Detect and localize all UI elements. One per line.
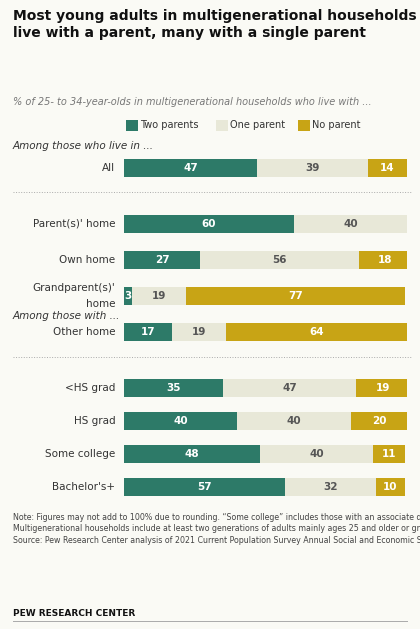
- Text: 57: 57: [197, 482, 212, 492]
- Text: 11: 11: [382, 448, 396, 459]
- Text: Grandparent(s)': Grandparent(s)': [33, 284, 116, 294]
- Bar: [226, 323, 407, 341]
- Text: Note: Figures may not add to 100% due to rounding. “Some college” includes those: Note: Figures may not add to 100% due to…: [13, 513, 420, 545]
- Bar: [124, 445, 260, 463]
- Bar: [351, 412, 407, 430]
- Text: 40: 40: [287, 416, 301, 426]
- Text: 64: 64: [310, 327, 324, 337]
- Text: No parent: No parent: [312, 120, 360, 130]
- Text: Among those with ...: Among those with ...: [13, 311, 120, 321]
- Text: 47: 47: [282, 383, 297, 393]
- Bar: [124, 214, 294, 233]
- Bar: [376, 477, 404, 496]
- Text: 40: 40: [344, 219, 358, 229]
- Text: <HS grad: <HS grad: [65, 383, 116, 393]
- Text: Own home: Own home: [59, 255, 116, 265]
- Text: 14: 14: [380, 163, 395, 173]
- Text: Two parents: Two parents: [140, 120, 198, 130]
- Bar: [223, 379, 356, 397]
- Text: PEW RESEARCH CENTER: PEW RESEARCH CENTER: [13, 609, 135, 618]
- Text: 39: 39: [305, 163, 320, 173]
- Text: 3: 3: [124, 291, 132, 301]
- Text: 17: 17: [141, 327, 155, 337]
- Bar: [172, 323, 226, 341]
- Bar: [124, 323, 172, 341]
- Bar: [124, 251, 200, 269]
- Bar: [373, 445, 404, 463]
- Text: 56: 56: [273, 255, 287, 265]
- Bar: [132, 287, 186, 305]
- Bar: [124, 477, 286, 496]
- Bar: [124, 287, 132, 305]
- Bar: [237, 412, 351, 430]
- Bar: [186, 287, 404, 305]
- Bar: [260, 445, 373, 463]
- Text: 47: 47: [183, 163, 198, 173]
- Text: 40: 40: [310, 448, 324, 459]
- Text: 19: 19: [152, 291, 166, 301]
- Bar: [356, 379, 410, 397]
- Text: 19: 19: [192, 327, 206, 337]
- Text: 35: 35: [166, 383, 181, 393]
- Text: home: home: [86, 299, 116, 309]
- Text: 27: 27: [155, 255, 170, 265]
- Text: Most young adults in multigenerational households
live with a parent, many with : Most young adults in multigenerational h…: [13, 9, 416, 40]
- Bar: [124, 412, 237, 430]
- Text: One parent: One parent: [230, 120, 285, 130]
- Text: Among those who live in ...: Among those who live in ...: [13, 142, 154, 152]
- Bar: [200, 251, 359, 269]
- Text: % of 25- to 34-year-olds in multigenerational households who live with ...: % of 25- to 34-year-olds in multigenerat…: [13, 97, 371, 108]
- Bar: [124, 159, 257, 177]
- Bar: [286, 477, 376, 496]
- Text: 48: 48: [185, 448, 199, 459]
- Text: Other home: Other home: [53, 327, 116, 337]
- Text: 18: 18: [378, 255, 392, 265]
- Bar: [359, 251, 410, 269]
- Text: 60: 60: [202, 219, 216, 229]
- Text: 77: 77: [288, 291, 303, 301]
- Text: 10: 10: [383, 482, 398, 492]
- Text: HS grad: HS grad: [74, 416, 116, 426]
- Text: Parent(s)' home: Parent(s)' home: [33, 219, 116, 229]
- Bar: [294, 214, 407, 233]
- Text: 20: 20: [372, 416, 386, 426]
- Text: Bachelor's+: Bachelor's+: [52, 482, 116, 492]
- Text: 19: 19: [376, 383, 391, 393]
- Text: All: All: [102, 163, 116, 173]
- Bar: [368, 159, 407, 177]
- Text: 40: 40: [173, 416, 188, 426]
- Bar: [124, 379, 223, 397]
- Text: Some college: Some college: [45, 448, 116, 459]
- Text: 32: 32: [323, 482, 338, 492]
- Bar: [257, 159, 368, 177]
